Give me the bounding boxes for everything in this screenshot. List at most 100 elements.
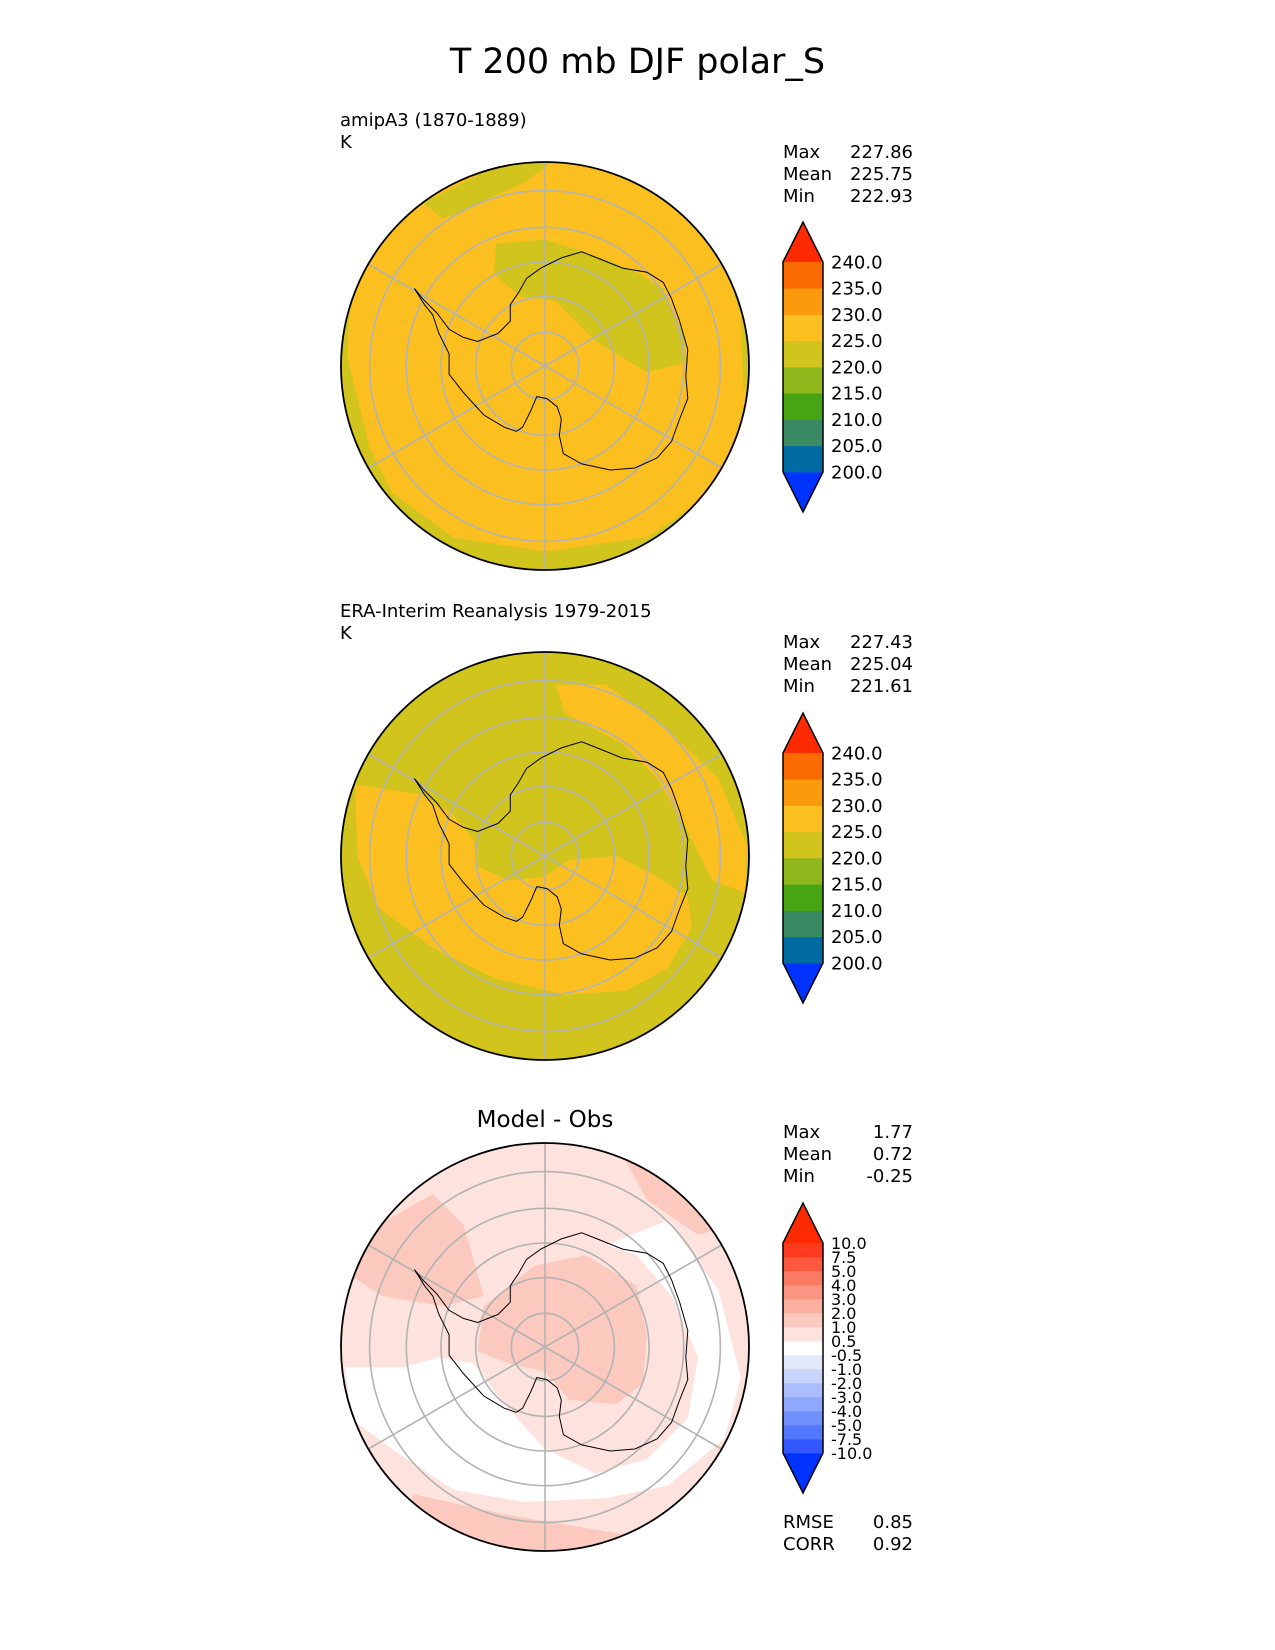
colorbar-segment (783, 910, 823, 938)
stat-value: 227.43 (850, 632, 913, 653)
colorbar-tick-label: 210.0 (831, 410, 883, 431)
contour-region (422, 162, 566, 220)
map-panel-ref (340, 651, 750, 1061)
colorbar-segment (783, 779, 823, 806)
contour-region (477, 1255, 647, 1405)
colorbar-segment (783, 262, 823, 289)
stat-value: -0.25 (866, 1166, 913, 1187)
antarctica-coastline (413, 1232, 689, 1452)
colorbar-tick-label: -2.0 (831, 1374, 862, 1393)
meridian-gridline (544, 855, 723, 959)
colorbar-tick-label: -0.5 (831, 1346, 862, 1365)
colorbar-tick-label: 240.0 (831, 744, 883, 765)
stat-value: 1.77 (872, 1122, 913, 1143)
stat-row: Min 222.93 (783, 186, 913, 208)
colorbar-tick-label: 200.0 (831, 954, 883, 975)
colorbar-segment (783, 753, 823, 780)
contour-region (555, 684, 747, 893)
panel-units: K (340, 132, 352, 153)
colorbar-tick-label: -7.5 (831, 1430, 862, 1449)
colorbar-segment (783, 884, 823, 911)
colorbar-tick-label: 235.0 (831, 279, 883, 300)
meridian-gridline (367, 263, 546, 367)
contour-region (494, 239, 688, 373)
colorbar-tick-label: 230.0 (831, 796, 883, 817)
meridian-gridline (367, 855, 546, 959)
metric-value: 0.85 (872, 1512, 913, 1533)
colorbar-outline (782, 220, 824, 514)
colorbar-tick-label: 235.0 (831, 770, 883, 791)
colorbar-test: 200.0 205.0 210.0 215.0 220.0 225.0 230.0 235.0… (782, 220, 883, 514)
colorbar-segment (783, 1411, 823, 1426)
colorbar-tick-label: 1.0 (831, 1318, 856, 1337)
colorbar-segment (783, 1243, 823, 1258)
colorbar-segment (783, 1369, 823, 1384)
meridian-gridline (544, 263, 723, 367)
colorbar-segment (783, 419, 823, 447)
colorbar-tick-label: -3.0 (831, 1388, 862, 1407)
stat-value: 221.61 (850, 676, 913, 697)
map-fill (341, 162, 749, 570)
colorbar-ref: 200.0 205.0 210.0 215.0 220.0 225.0 230.0 235.0… (782, 711, 883, 1005)
stat-value: 225.04 (850, 654, 913, 675)
colorbar-extend-min (783, 472, 823, 512)
colorbar-segment (783, 1383, 823, 1398)
panel-title-ref: ERA-Interim Reanalysis 1979-2015 K (340, 601, 652, 645)
colorbar-tick-label: -10.0 (831, 1444, 872, 1463)
colorbar-segment (783, 1327, 823, 1342)
colorbar-segment (783, 1257, 823, 1272)
colorbar-segment (783, 1439, 823, 1454)
colorbar-segment (783, 314, 823, 342)
metric-label: CORR (783, 1534, 835, 1555)
stats-diff: Max 1.77 Mean 0.72 Min -0.25 (783, 1122, 913, 1188)
stat-row: Mean 0.72 (783, 1144, 913, 1166)
colorbar-tick-label: 0.5 (831, 1332, 856, 1351)
contour-region (345, 1220, 741, 1502)
meridian-gridline (367, 753, 546, 857)
stats-test: Max 227.86 Mean 225.75 Min 222.93 (783, 142, 913, 208)
colorbar-segment (783, 288, 823, 315)
stat-label: Mean (783, 164, 833, 185)
colorbar-extend-max (783, 1203, 823, 1243)
stat-label: Min (783, 676, 815, 697)
stat-label: Min (783, 186, 815, 207)
colorbar-tick-label: 205.0 (831, 927, 883, 948)
colorbar-segment (783, 1341, 823, 1356)
colorbar-tick-label: 220.0 (831, 358, 883, 379)
stat-label: Mean (783, 654, 833, 675)
map-panel-diff (340, 1142, 750, 1552)
map-boundary (340, 161, 750, 571)
colorbar-tick-label: 220.0 (831, 849, 883, 870)
stat-row: Mean 225.75 (783, 164, 913, 186)
colorbar-extend-max (783, 713, 823, 753)
stat-value: 225.75 (850, 164, 913, 185)
colorbar-segment (783, 340, 823, 368)
antarctica-coastline (413, 741, 689, 961)
meridian-gridline (544, 753, 723, 857)
figure-title: T 200 mb DJF polar_S (449, 42, 826, 82)
colorbar-outline (782, 1201, 824, 1495)
stat-label: Min (783, 1166, 815, 1187)
panel-title-test: amipA3 (1870-1889) K (340, 110, 527, 154)
map-panel-test (340, 161, 750, 571)
metric-row: RMSE 0.85 (783, 1512, 913, 1534)
colorbar-tick-label: 215.0 (831, 875, 883, 896)
stat-label: Mean (783, 1144, 833, 1165)
stat-value: 0.72 (872, 1144, 913, 1165)
stat-row: Min -0.25 (783, 1166, 913, 1188)
panel-units: K (340, 623, 352, 644)
colorbar-segment (783, 1285, 823, 1300)
colorbar-extend-min (783, 1453, 823, 1493)
stat-row: Max 1.77 (783, 1122, 913, 1144)
colorbar-segment (783, 1313, 823, 1328)
colorbar-tick-label: 5.0 (831, 1262, 856, 1281)
colorbar-tick-label: 7.5 (831, 1248, 856, 1267)
panel-title-line: ERA-Interim Reanalysis 1979-2015 (340, 601, 652, 622)
stat-row: Min 221.61 (783, 676, 913, 698)
stat-value: 227.86 (850, 142, 913, 163)
stat-label: Max (783, 142, 821, 163)
colorbar-tick-label: 225.0 (831, 822, 883, 843)
colorbar-segment (783, 1271, 823, 1286)
colorbar-tick-label: -4.0 (831, 1402, 862, 1421)
